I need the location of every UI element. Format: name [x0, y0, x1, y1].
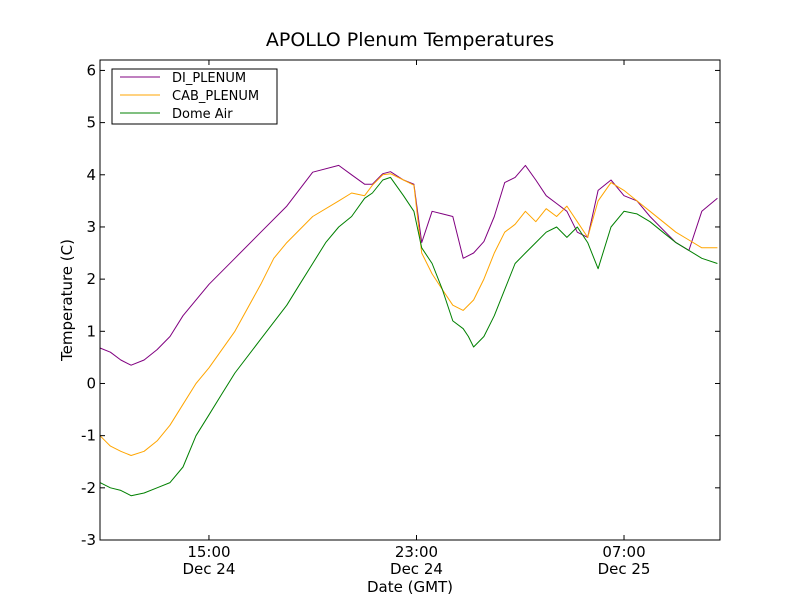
plot-area [99, 59, 721, 541]
series-layer [99, 164, 718, 497]
chart-title: APOLLO Plenum Temperatures [266, 29, 554, 51]
legend-label-cab-plenum: CAB_PLENUM [172, 89, 259, 104]
y-tick-label: 2 [86, 270, 96, 288]
series-line-dome-air [99, 176, 718, 497]
y-tick-label: 6 [86, 61, 96, 79]
x-tick-date-label: Dec 24 [390, 560, 443, 578]
y-tick-label: -2 [81, 479, 96, 497]
y-tick-label: -1 [81, 427, 96, 445]
y-tick-label: 5 [86, 114, 96, 132]
y-tick-label: 3 [86, 218, 96, 236]
x-tick-date-label: Dec 24 [183, 560, 236, 578]
series-line-cab-plenum [99, 173, 718, 456]
legend-label-dome-air: Dome Air [172, 107, 233, 122]
x-tick-time-label: 23:00 [395, 543, 438, 561]
x-tick-time-label: 07:00 [602, 543, 645, 561]
legend-box [111, 68, 278, 125]
y-axis: 6 5 4 3 2 1 0 -1 -2 -3 [81, 61, 720, 549]
plot-frame [99, 59, 721, 541]
x-axis-label: Date (GMT) [367, 578, 453, 596]
x-tick-date-label: Dec 25 [598, 560, 651, 578]
y-tick-label: 1 [86, 322, 96, 340]
plot-background [100, 60, 720, 540]
y-axis-label: Temperature (C) [58, 239, 76, 362]
legend-label-di-plenum: DI_PLENUM [172, 71, 246, 86]
legend: DI_PLENUM CAB_PLENUM Dome Air [111, 68, 278, 125]
y-tick-label: -3 [81, 531, 96, 549]
y-tick-label: 4 [86, 166, 96, 184]
series-line-di-plenum [99, 164, 718, 366]
y-tick-label: 0 [86, 374, 96, 392]
x-tick-time-label: 15:00 [187, 543, 230, 561]
